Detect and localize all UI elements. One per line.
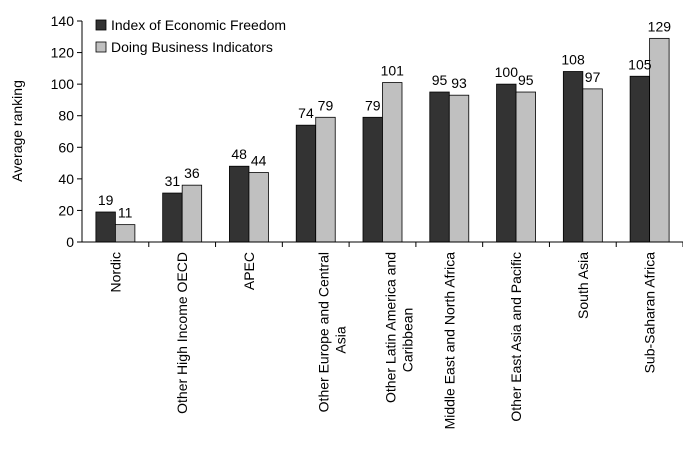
data-label: 105: [628, 56, 652, 72]
bar-doing-business: [382, 82, 403, 243]
y-tick-label: 20: [58, 202, 74, 218]
legend: Index of Economic Freedom Doing Business …: [95, 17, 286, 55]
data-label: 11: [118, 205, 133, 221]
y-tick-label: 120: [51, 45, 75, 61]
bar-doing-business: [181, 184, 203, 243]
legend-swatch: [95, 19, 107, 31]
legend-swatch: [95, 41, 107, 53]
legend-label: Doing Business Indicators: [111, 39, 273, 55]
x-tick-label-line: Asia: [333, 326, 349, 353]
x-tick-label: Other Europe and CentralAsia: [316, 252, 349, 412]
x-tick-label: APEC: [241, 252, 257, 290]
data-label: 100: [495, 64, 519, 80]
data-label: 95: [518, 72, 534, 88]
bar-doing-business: [582, 88, 603, 243]
data-label: 97: [585, 69, 601, 85]
y-tick-label: 60: [58, 139, 74, 155]
bar-economic-freedom: [562, 71, 584, 243]
x-tick-label-line: Middle East and North Africa: [441, 252, 457, 430]
y-tick-label: 100: [51, 76, 75, 92]
y-tick-label: 0: [66, 234, 74, 250]
x-tick-label: South Asia: [575, 252, 591, 319]
x-tick-label-line: Nordic: [107, 252, 123, 292]
bar-doing-business: [448, 94, 470, 243]
bar-doing-business: [649, 37, 670, 243]
data-label: 79: [365, 97, 381, 113]
data-label: 48: [231, 146, 247, 162]
y-tick-label: 80: [58, 108, 74, 124]
axes: [81, 21, 683, 247]
bar-doing-business: [114, 224, 136, 243]
x-tick-label-line: Sub-Saharan Africa: [642, 252, 658, 374]
data-label: 95: [432, 72, 448, 88]
x-tick-label-line: Other Latin America and: [383, 252, 399, 403]
data-label: 79: [318, 97, 334, 113]
x-tick-label-line: South Asia: [575, 252, 591, 319]
x-tick-label: Other High Income OECD: [174, 252, 190, 414]
data-label: 19: [98, 192, 114, 208]
x-tick-label-line: Other East Asia and Pacific: [508, 252, 524, 422]
data-label: 31: [165, 173, 181, 189]
data-label: 36: [184, 165, 200, 181]
bar-economic-freedom: [362, 116, 383, 243]
x-tick-label: Other East Asia and Pacific: [508, 252, 524, 422]
x-tick-label: Nordic: [107, 252, 123, 292]
bar-economic-freedom: [429, 91, 450, 243]
x-axis-labels: Nordic Other High Income OECD APEC Other Eu…: [107, 252, 657, 430]
bar-doing-business: [248, 172, 269, 243]
bar-economic-freedom: [496, 83, 517, 243]
x-tick-label-line: Other High Income OECD: [174, 252, 190, 414]
data-label: 101: [381, 63, 405, 79]
bar-economic-freedom: [229, 165, 250, 243]
bar-doing-business: [515, 91, 536, 243]
y-axis-title: Average ranking: [9, 80, 25, 182]
bar-economic-freedom: [162, 192, 183, 243]
data-label: 44: [251, 153, 267, 169]
x-tick-label: Sub-Saharan Africa: [642, 252, 658, 374]
x-tick-label-line: Caribbean: [400, 308, 416, 373]
data-label: 93: [451, 75, 467, 91]
data-label: 74: [298, 105, 314, 121]
x-tick-label-line: APEC: [241, 252, 257, 290]
data-label: 129: [648, 18, 672, 34]
legend-label: Index of Economic Freedom: [111, 17, 286, 33]
bar-economic-freedom: [95, 211, 116, 243]
y-tick-label: 40: [58, 171, 74, 187]
bar-economic-freedom: [629, 75, 651, 243]
data-label: 108: [561, 52, 585, 68]
y-axis-ticks: 0 20 40 60 80 100 120 140: [51, 13, 82, 250]
x-tick-label: Other Latin America andCaribbean: [383, 252, 416, 403]
bar-economic-freedom: [295, 124, 317, 243]
x-tick-label-line: Other Europe and Central: [316, 252, 332, 412]
y-tick-label: 140: [51, 13, 75, 29]
x-tick-label: Middle East and North Africa: [441, 252, 457, 430]
bar-doing-business: [315, 116, 336, 243]
